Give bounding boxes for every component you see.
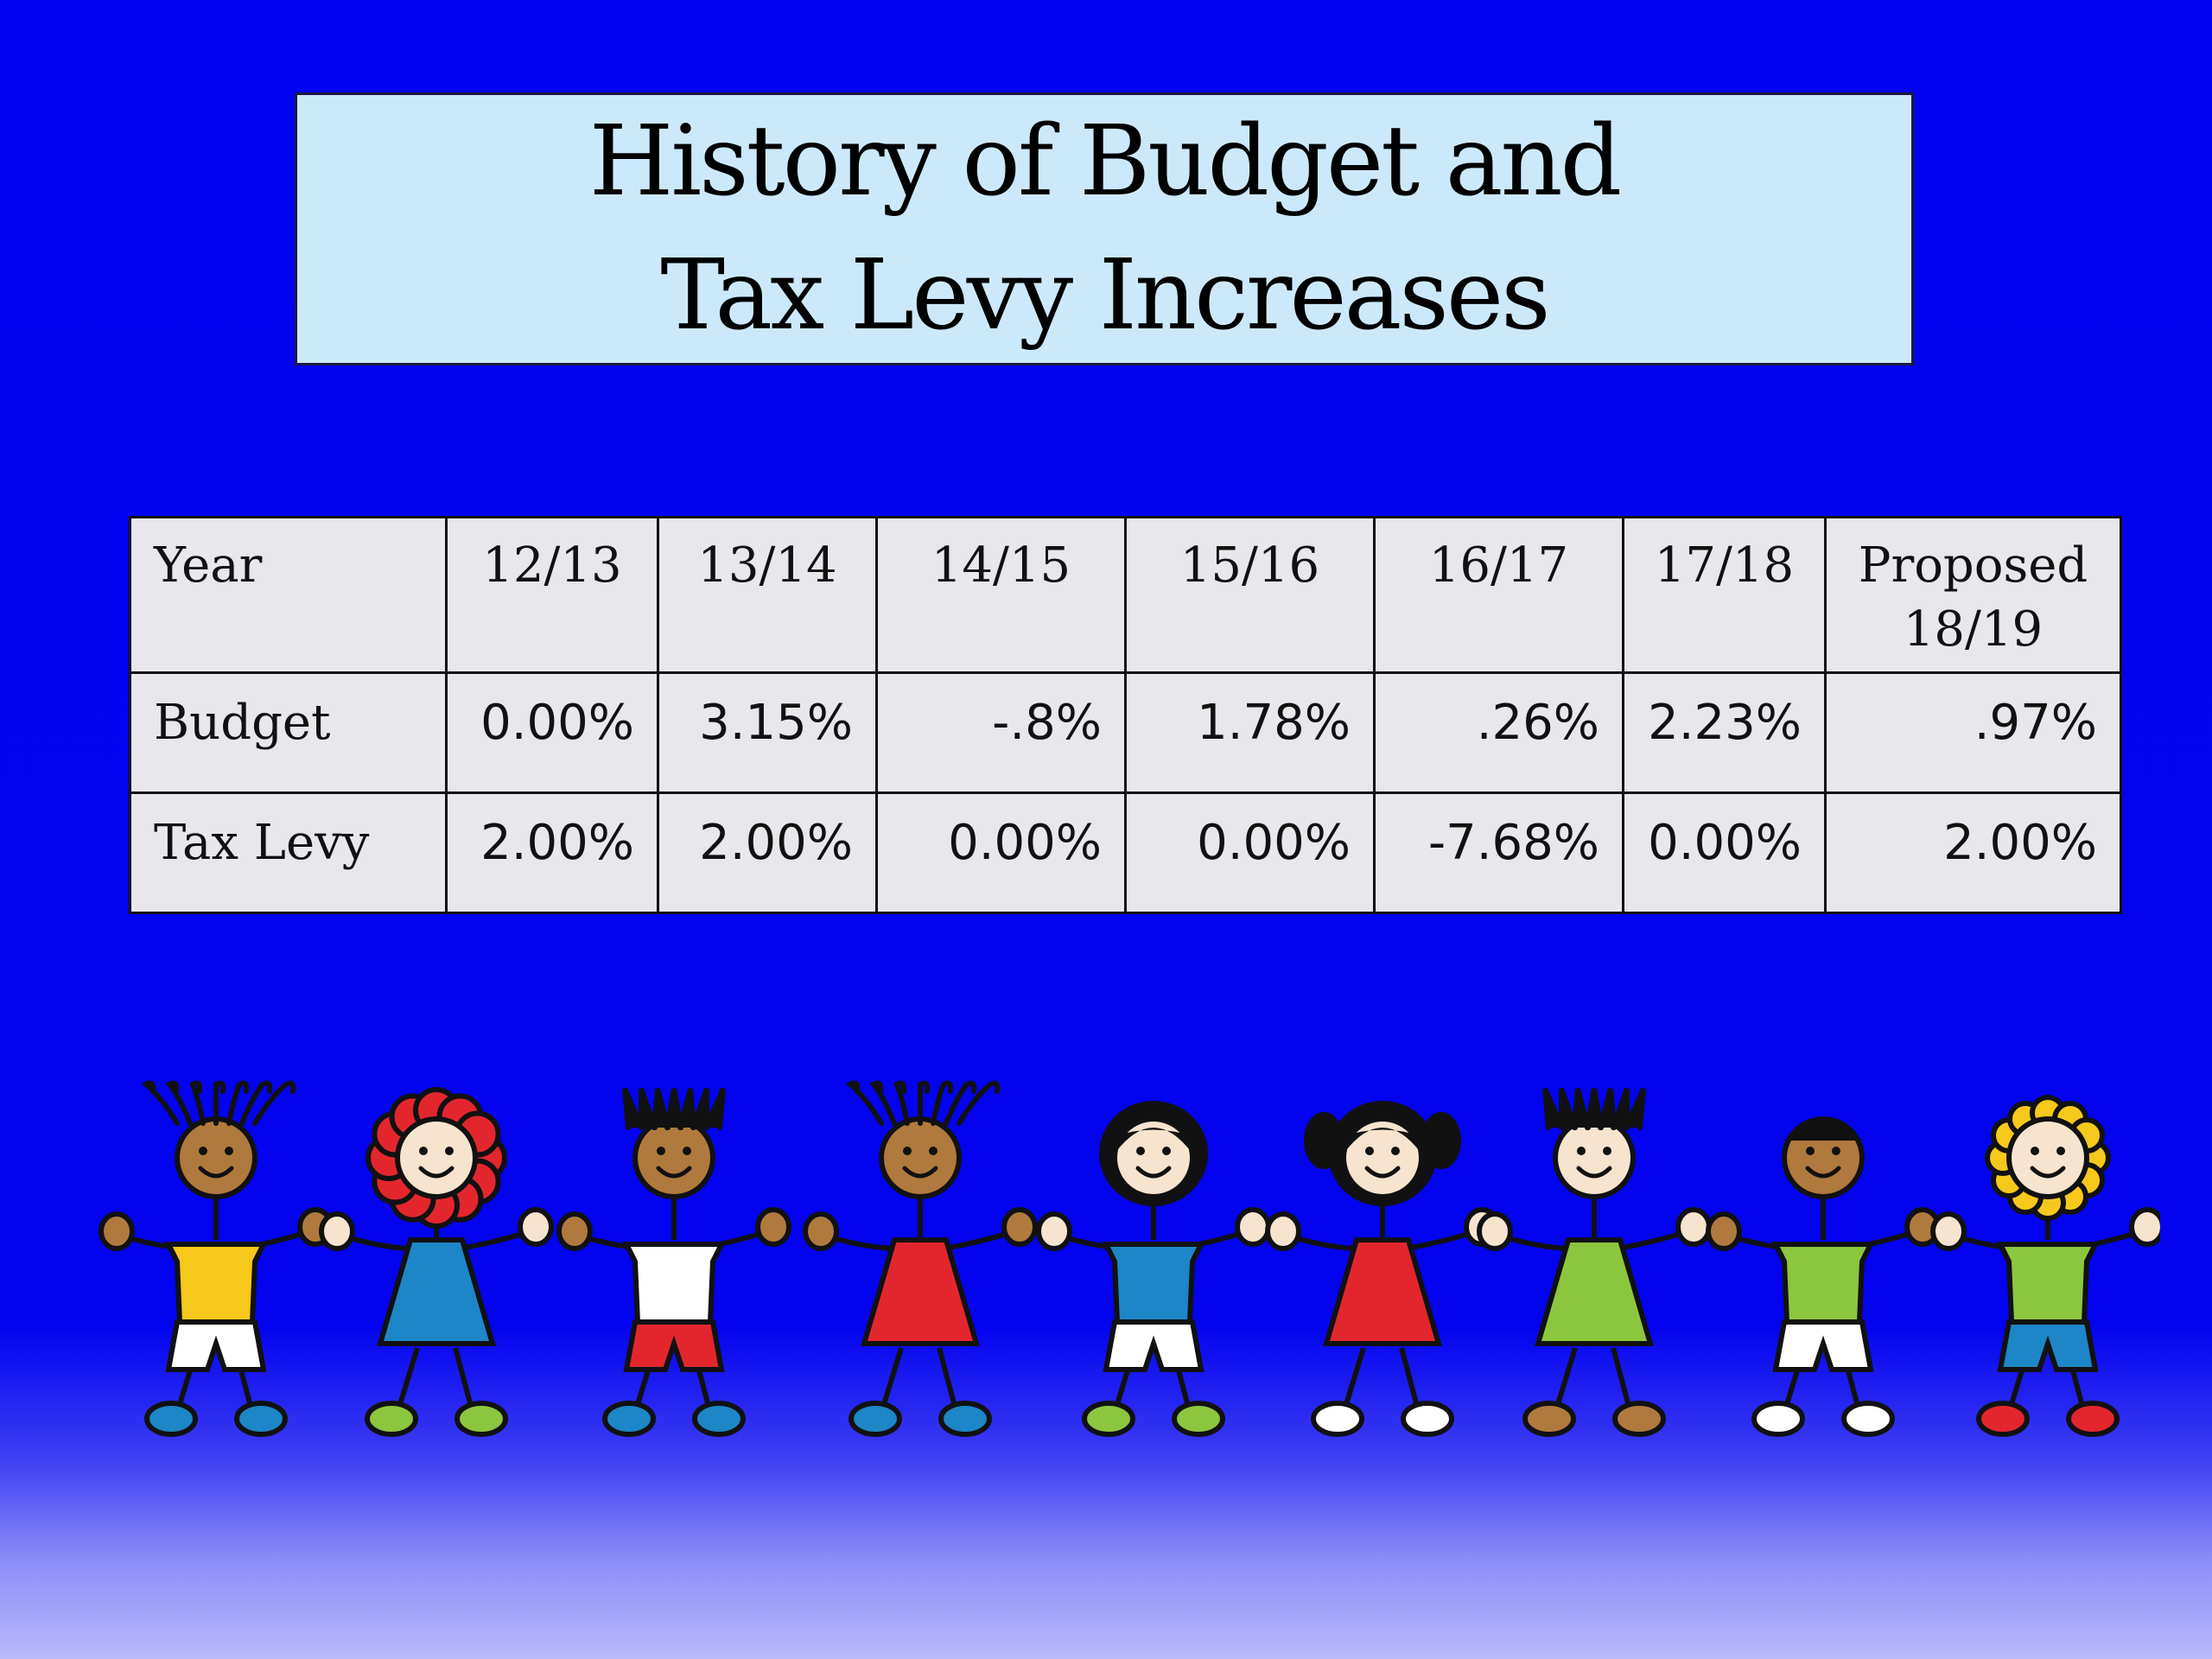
header-year-proposed: Proposed 18/19 [1824,516,2122,674]
budget-levy-table: Year 12/13 13/14 14/15 15/16 16/17 17/18… [129,516,2122,914]
title-box: History of Budget and Tax Levy Increases [295,92,1914,365]
children-illustration [99,1080,2160,1437]
child-figure [99,1080,334,1437]
header-year: 16/17 [1373,516,1624,674]
slide-title-line-2: Tax Levy Increases [660,239,1550,352]
child-figure [556,1087,791,1437]
child-figure [803,1080,1038,1437]
header-year: 12/13 [445,516,659,674]
table-cell: .26% [1373,671,1624,794]
child-figure [1930,1095,2160,1437]
child-figure [1706,1116,1941,1437]
table-cell: 0.00% [445,671,659,794]
table-cell: -.8% [875,671,1127,794]
header-year: 14/15 [875,516,1127,674]
table-cell: 0.00% [875,791,1127,914]
row-label-tax-levy: Tax Levy [129,791,448,914]
child-figure [1036,1101,1271,1437]
table-cell: 2.00% [657,791,878,914]
child-figure [1477,1087,1712,1437]
child-figure [1265,1101,1500,1437]
header-year: 13/14 [657,516,878,674]
slide-title-line-1: History of Budget and [588,105,1623,218]
table-cell: .97% [1824,671,2122,794]
child-figure [319,1087,554,1437]
table-cell: 3.15% [657,671,878,794]
row-label-budget: Budget [129,671,448,794]
table-cell: 2.23% [1622,671,1827,794]
header-year: 17/18 [1622,516,1827,674]
table-header-row: Year 12/13 13/14 14/15 15/16 16/17 17/18… [129,516,2122,674]
table-cell: 1.78% [1124,671,1376,794]
header-year-label: Year [129,516,448,674]
table-cell: 2.00% [1824,791,2122,914]
header-year: 15/16 [1124,516,1376,674]
table-cell: 0.00% [1124,791,1376,914]
table-cell: 2.00% [445,791,659,914]
table-cell: -7.68% [1373,791,1624,914]
table-row-budget: Budget 0.00% 3.15% -.8% 1.78% .26% 2.23%… [129,671,2122,794]
table-row-tax-levy: Tax Levy 2.00% 2.00% 0.00% 0.00% -7.68% … [129,791,2122,914]
table-cell: 0.00% [1622,791,1827,914]
